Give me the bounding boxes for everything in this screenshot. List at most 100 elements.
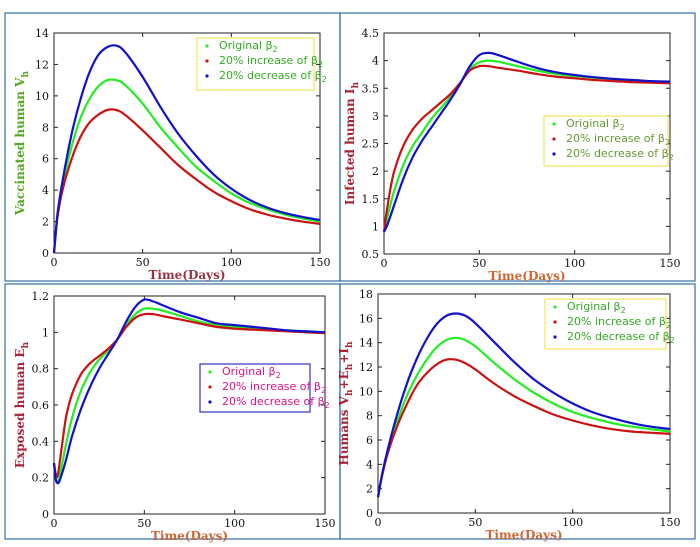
- legend-marker-original: [553, 305, 557, 309]
- y-tick-label: 14: [359, 337, 373, 350]
- y-axis-title: Humans Vh+Eh+Ih: [337, 341, 355, 465]
- x-axis-title: Time(Days): [488, 269, 565, 283]
- x-tick-label: 150: [315, 517, 336, 530]
- panel-vaccinated: 0 50 100 150 0 2 4 6 8 10 12 14 Time(Days) Vaccinated…: [4, 12, 341, 282]
- legend-marker-decrease: [208, 400, 212, 404]
- series-decrease-line: [52, 44, 321, 254]
- legend-label-decrease: 20% decrease of β2: [222, 395, 330, 410]
- y-tick-label: 1: [42, 326, 49, 339]
- legend-label-original: Original β2: [566, 117, 625, 132]
- y-tick-label: 8: [42, 121, 49, 134]
- series-decrease-line: [52, 298, 326, 485]
- legend-marker-original: [208, 370, 212, 374]
- legend-box: [196, 37, 315, 91]
- series-increase-line: [52, 108, 321, 254]
- legend-marker-original: [552, 122, 556, 126]
- legend-box: [544, 298, 667, 350]
- y-axis-title: Infected human Ih: [343, 81, 361, 205]
- x-tick-label: 100: [224, 517, 245, 530]
- panel-exposed: 0 50 100 150 0 0.2 0.4 0.6 0.8 1 1.2 Time(Days) Expo…: [4, 283, 341, 543]
- y-tick-label: 3.5: [362, 82, 380, 95]
- x-tick-label: 150: [660, 257, 681, 270]
- y-tick-label: 12: [35, 58, 49, 71]
- legend-marker-increase: [553, 320, 557, 324]
- series-increase-line: [376, 358, 671, 498]
- series-original-line: [52, 78, 321, 254]
- legend-box: [543, 115, 669, 167]
- y-tick-label: 2: [372, 165, 379, 178]
- y-tick-label: 6: [42, 153, 49, 166]
- x-tick-label: 150: [310, 256, 331, 269]
- y-tick-label: 0: [366, 507, 373, 520]
- panel-humans_total: 0 50 100 150 0 2 4 6 8 10 12 14 16 18 Time(Days) Humans…: [337, 283, 696, 542]
- legend-marker-original: [205, 44, 209, 48]
- x-tick-label: 50: [136, 256, 150, 269]
- x-axis-title: Time(Days): [148, 268, 225, 282]
- plot-area: [377, 293, 671, 514]
- panel-frame: [339, 12, 696, 282]
- y-tick-label: 0: [42, 508, 49, 521]
- x-tick-label: 0: [375, 516, 382, 529]
- legend-marker-decrease: [553, 335, 557, 339]
- series-increase-line: [52, 312, 326, 478]
- y-tick-label: 4: [366, 458, 373, 471]
- x-tick-label: 100: [562, 516, 583, 529]
- legend-label-increase: 20% increase of β2: [567, 315, 671, 330]
- y-tick-label: 0.2: [32, 472, 50, 485]
- legend-marker-decrease: [205, 74, 209, 78]
- x-tick-label: 100: [564, 257, 585, 270]
- y-axis-title: Vaccinated human Vh: [13, 71, 31, 217]
- legend-label-decrease: 20% decrease of β2: [567, 330, 675, 345]
- panel-infected: 0 50 100 150 0.5 1 1.5 2 2.5 3 3.5 4 4.5 Time(Days) In…: [339, 12, 696, 283]
- legend-label-original: Original β2: [567, 300, 626, 315]
- legend-label-original: Original β2: [222, 365, 281, 380]
- y-tick-label: 14: [35, 27, 49, 40]
- y-tick-label: 0.8: [32, 363, 50, 376]
- series-increase-line: [382, 64, 671, 233]
- y-tick-label: 2: [42, 216, 49, 229]
- legend-marker-increase: [205, 59, 209, 63]
- x-axis-title: Time(Days): [151, 529, 228, 543]
- panels: 0 50 100 15002468101214Time(Days)Vaccinated…: [4, 12, 696, 543]
- panel-frame: [339, 283, 696, 540]
- y-tick-label: 4: [372, 55, 379, 68]
- y-tick-label: 18: [359, 288, 373, 301]
- legend-label-decrease: 20% decrease of β2: [219, 69, 327, 84]
- y-tick-label: 3: [372, 110, 379, 123]
- y-tick-label: 1.5: [362, 193, 380, 206]
- series-decrease-line: [382, 51, 671, 233]
- y-tick-label: 16: [359, 312, 373, 325]
- x-tick-label: 150: [660, 516, 681, 529]
- x-tick-label: 0: [51, 256, 58, 269]
- y-tick-label: 2: [366, 483, 373, 496]
- legend-label-increase: 20% increase of β2: [566, 132, 670, 147]
- y-tick-label: 1: [372, 220, 379, 233]
- y-tick-label: 6: [366, 434, 373, 447]
- y-tick-label: 4.5: [362, 27, 380, 40]
- y-tick-label: 0.4: [32, 435, 50, 448]
- y-tick-label: 1.2: [32, 290, 50, 303]
- legend-label-decrease: 20% decrease of β2: [566, 147, 674, 162]
- series-original-line: [376, 336, 671, 498]
- legend-label-increase: 20% increase of β2: [219, 54, 323, 69]
- y-tick-label: 12: [359, 361, 373, 374]
- x-axis-title: Time(Days): [485, 528, 562, 542]
- y-tick-label: 10: [359, 385, 373, 398]
- y-tick-label: 8: [366, 410, 373, 423]
- y-tick-label: 0.5: [362, 248, 380, 261]
- y-tick-label: 4: [42, 184, 49, 197]
- x-tick-label: 100: [221, 256, 242, 269]
- legend-marker-decrease: [552, 152, 556, 156]
- legend-box: [199, 363, 311, 413]
- y-tick-label: 2.5: [362, 138, 380, 151]
- x-tick-label: 50: [137, 517, 151, 530]
- legend-marker-increase: [208, 385, 212, 389]
- y-tick-label: 0: [42, 247, 49, 260]
- y-tick-label: 10: [35, 90, 49, 103]
- y-axis-title: Exposed human Eh: [13, 341, 31, 468]
